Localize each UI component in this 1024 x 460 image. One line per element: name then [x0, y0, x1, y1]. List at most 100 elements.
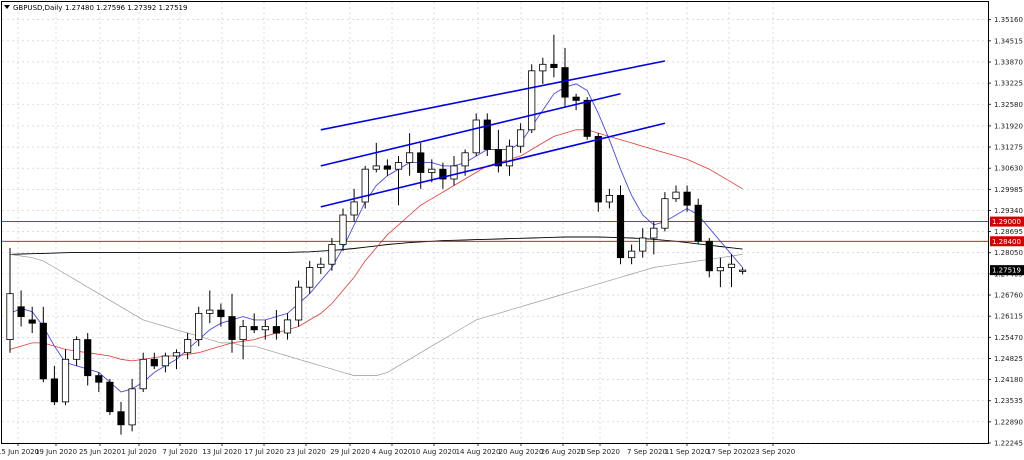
dropdown-triangle-icon[interactable] [4, 5, 10, 9]
candle-body [528, 70, 536, 131]
x-tick-label: 26 Aug 2020 [541, 448, 586, 456]
candle-body [117, 411, 125, 426]
candle-body [383, 165, 392, 170]
grid-layer [2, 2, 988, 444]
candle-body [616, 194, 625, 259]
candle-body [95, 375, 103, 383]
trend-channel[interactable] [320, 60, 666, 208]
x-tick-label: 19 Jun 2020 [35, 448, 77, 456]
level-tag [990, 216, 1024, 227]
candle-body [605, 194, 614, 203]
price-tags: 1.29000 1.28400 1.27519 [990, 216, 1024, 276]
candles [6, 34, 747, 435]
candle-body [505, 145, 514, 167]
candle-body [361, 168, 369, 203]
candle-body [84, 339, 92, 377]
y-tick-label: 1.26760 [994, 292, 1023, 300]
trend-line[interactable] [320, 92, 621, 167]
candle-body [727, 263, 736, 268]
candle-body [372, 165, 380, 170]
ma-slow-line [9, 254, 743, 376]
candle-body [739, 269, 747, 272]
candle-body [672, 191, 680, 200]
ohlc-values: 1.27480 1.27596 1.27392 1.27519 [65, 4, 187, 12]
y-tick-label: 1.31920 [994, 122, 1023, 130]
x-tick-label: 4 Aug 2020 [372, 448, 412, 456]
candle-body [250, 326, 258, 331]
candle-body [61, 358, 70, 403]
x-tick-label: 7 Jul 2020 [162, 448, 197, 456]
candle-body [317, 263, 325, 268]
level-tag-label: 1.29000 [992, 218, 1021, 226]
y-tick-label: 1.25470 [994, 334, 1023, 342]
x-tick-label: 17 Sep 2020 [707, 448, 751, 456]
symbol-label: GBPUSD,Daily [13, 4, 62, 12]
price-axis[interactable]: 1.35160 1.34515 1.33870 1.33225 1.32580 1.319… [988, 16, 1023, 448]
x-tick-label: 17 Jul 2020 [244, 448, 284, 456]
candle-body [594, 135, 602, 203]
candle-body [716, 267, 725, 272]
x-tick-label: 11 Sep 2020 [665, 448, 709, 456]
candle-body [683, 191, 691, 206]
candle-body [472, 119, 480, 154]
candle-body [483, 119, 491, 150]
candle-body [50, 378, 59, 403]
trend-line[interactable] [320, 122, 666, 208]
candle-body [350, 201, 358, 216]
candle-body [650, 227, 658, 239]
candle-body [628, 250, 636, 259]
candle-body [428, 168, 436, 173]
candle-body [550, 63, 558, 69]
y-tick-label: 1.35160 [994, 16, 1023, 24]
y-tick-label: 1.28695 [994, 228, 1023, 236]
candle-body [261, 326, 269, 331]
candle-body [283, 319, 292, 334]
candle-body [572, 96, 580, 101]
y-tick-label: 1.22245 [994, 440, 1023, 448]
ma-mid-line [9, 129, 743, 362]
x-tick-label: 7 Sep 2020 [627, 448, 667, 456]
x-tick-label: 23 Sep 2020 [751, 448, 795, 456]
candle-body [239, 326, 247, 341]
candle-body [306, 267, 314, 288]
candle-body [494, 149, 503, 167]
current-price-label: 1.27519 [992, 267, 1021, 275]
y-tick-label: 1.31275 [994, 144, 1023, 152]
candle-body [6, 293, 14, 341]
trend-line[interactable] [320, 60, 666, 131]
candle-body [639, 237, 647, 252]
candle-body [583, 99, 591, 137]
candle-body [394, 162, 403, 170]
candle-body [106, 381, 114, 413]
y-tick-label: 1.33870 [994, 58, 1023, 66]
x-tick-label: 14 Aug 2020 [456, 448, 501, 456]
y-tick-label: 1.34515 [994, 37, 1023, 45]
x-tick-label: 1 Sep 2020 [580, 448, 620, 456]
candle-body [150, 358, 158, 367]
candle-body [328, 244, 336, 265]
candle-body [294, 286, 303, 321]
candle-body [417, 152, 425, 173]
candle-body [661, 198, 669, 229]
x-tick-label: 20 Aug 2020 [499, 448, 544, 456]
candle-body [17, 306, 25, 317]
candle-body [206, 309, 214, 314]
y-tick-label: 1.26115 [994, 313, 1023, 321]
y-tick-label: 1.23535 [994, 397, 1023, 405]
candle-body [39, 322, 47, 380]
candle-body [139, 358, 147, 390]
plot-border [1, 1, 989, 444]
x-tick-label: 13 Jul 2020 [202, 448, 242, 456]
candle-body [272, 326, 281, 334]
horizontal-levels[interactable] [2, 221, 988, 242]
candle-body [73, 339, 81, 360]
y-tick-label: 1.24180 [994, 376, 1023, 384]
y-tick-label: 1.22890 [994, 418, 1023, 426]
candle-body [517, 129, 525, 147]
y-tick-label: 1.28050 [994, 249, 1023, 257]
chart-header: GBPUSD,Daily 1.27480 1.27596 1.27392 1.2… [4, 4, 187, 12]
